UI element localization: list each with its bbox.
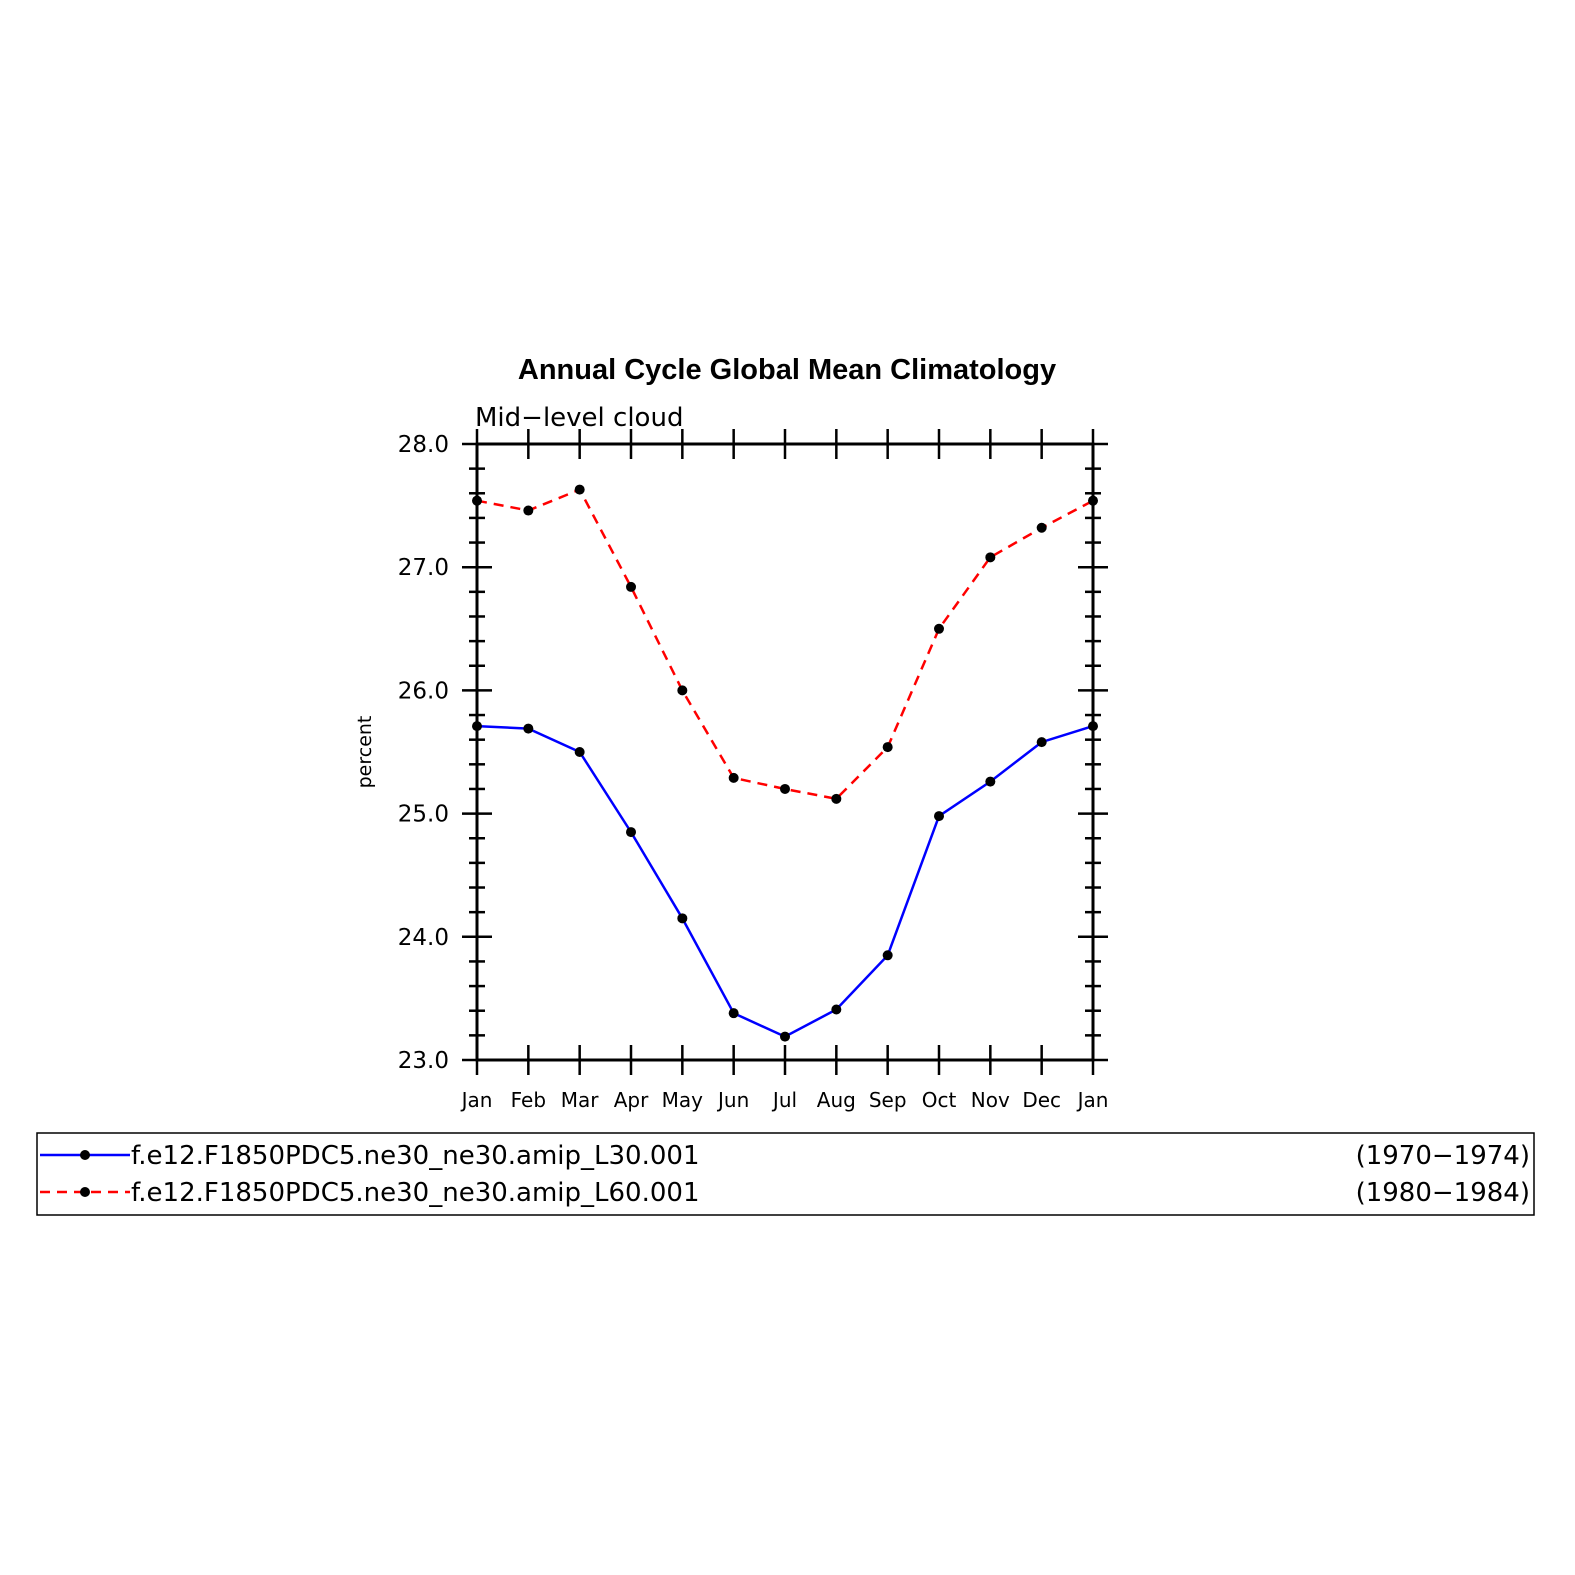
x-tick-label: Dec [1022,1088,1061,1112]
legend-series-period: (1970−1974) [1356,1141,1530,1171]
x-tick-label: Jan [460,1088,493,1112]
data-point [523,723,534,734]
legend-marker [80,1150,90,1160]
y-tick-labels: 23.0 24.0 25.0 26.0 27.0 28.0 [398,432,449,1074]
data-point [1088,721,1098,732]
chart-subtitle: Mid−level cloud [475,403,683,433]
x-tick-label: Sep [869,1088,907,1112]
y-tick-label: 23.0 [398,1048,449,1074]
y-axis-label: percent [354,716,376,789]
data-point [985,552,996,563]
x-tick-label: Jan [1076,1088,1109,1112]
data-point [677,685,688,696]
data-point [1088,495,1098,506]
x-tick-label: Feb [511,1088,546,1112]
axis-ticks [462,429,1108,1075]
series-layer [472,484,1098,1042]
y-tick-label: 26.0 [398,678,449,704]
y-tick-label: 25.0 [398,802,449,828]
x-tick-label: Mar [561,1088,600,1112]
series-group [472,484,1098,804]
data-point [1036,737,1047,748]
data-point [780,783,790,794]
legend-box [36,1132,1535,1216]
data-point [985,776,996,787]
series-group [472,721,1098,1042]
x-tick-label: Jul [771,1088,797,1112]
y-tick-label: 28.0 [398,432,449,458]
data-point [831,1004,842,1015]
data-point [934,811,944,822]
data-point [831,793,842,804]
data-point [677,913,688,924]
x-tick-label: Apr [614,1088,649,1112]
data-point [574,484,585,495]
legend: f.e12.F1850PDC5.ne30_ne30.amip_L30.001 (1… [40,1141,1530,1208]
data-point [574,747,585,757]
legend-series-period: (1980−1984) [1356,1178,1530,1208]
chart-title: Annual Cycle Global Mean Climatology [518,354,1056,386]
data-point [626,581,636,592]
x-tick-label: Aug [817,1088,856,1112]
data-point [780,1031,790,1042]
x-tick-label: May [662,1088,704,1112]
legend-series-name: f.e12.F1850PDC5.ne30_ne30.amip_L60.001 [131,1178,699,1208]
data-point [1036,522,1047,533]
data-point [728,1008,739,1019]
y-tick-label: 27.0 [398,555,449,581]
plot-frame [475,442,1095,1062]
data-point [472,721,482,732]
series-line [476,488,1094,801]
legend-series-name: f.e12.F1850PDC5.ne30_ne30.amip_L30.001 [131,1141,699,1171]
data-point [728,772,739,783]
legend-marker [80,1187,90,1197]
y-tick-label: 24.0 [398,925,449,951]
x-tick-label: Nov [971,1088,1010,1112]
data-point [472,495,482,506]
x-tick-label: Oct [922,1088,957,1112]
data-point [882,950,893,961]
x-tick-label: Jun [716,1088,749,1112]
data-point [882,742,893,753]
data-point [523,505,534,516]
x-tick-labels: Jan Feb Mar Apr May Jun Jul Aug Sep Oct Nov Dec Jan [460,1088,1109,1112]
data-point [934,623,944,634]
data-point [626,827,636,838]
series-line [476,724,1094,1038]
